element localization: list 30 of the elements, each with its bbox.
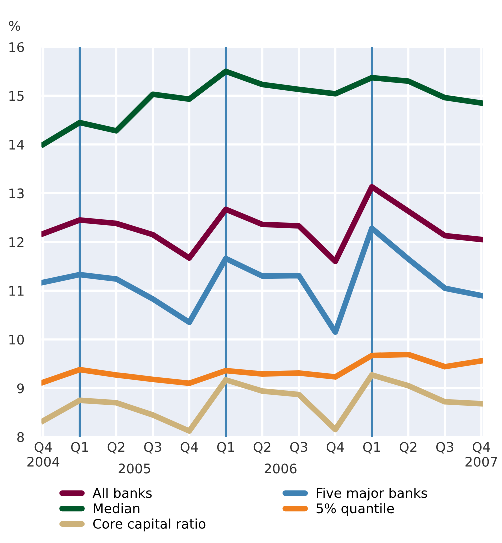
x-tick-label: Q1 [217,442,234,454]
y-tick-label: 15 [10,91,24,102]
x-tick-label: Q4 [180,442,198,454]
text: 2006 [264,464,297,474]
y-axis-title: % [9,21,20,32]
y-tick-label: 9 [17,384,24,394]
x-tick-label: Q2 [108,442,125,454]
legend-label: 5% quantile [316,503,394,516]
x-tick-label: Q3 [144,442,162,454]
x-tick-label: Q2 [254,442,271,454]
text: 2005 [118,464,150,474]
x-tick-label: Q2 [400,442,417,454]
x-tick-label: Q4 [326,442,344,454]
x-tick-label: Q3 [290,442,308,454]
legend-label: Core capital ratio [93,518,206,532]
y-tick-label: 14 [10,140,24,150]
legend-label: Median [94,503,140,514]
y-tick-label: 13 [10,188,24,199]
x-tick-label: Q1 [363,442,380,454]
y-tick-label: 8 [18,432,24,442]
y-tick-label: 11 [10,286,24,296]
x-tick-label: Q4 2007 [466,442,498,467]
y-tick-label: 16 [10,42,24,52]
legend-label: Five major banks [317,488,428,501]
x-tick-label: Q3 [436,442,454,454]
x-tick-label: Q4 2004 [28,442,60,467]
legend-label: All banks [92,488,152,498]
x-tick-label: Q1 [71,442,88,454]
y-tick-label: 12 [10,237,24,248]
y-tick-label: 10 [10,334,24,345]
